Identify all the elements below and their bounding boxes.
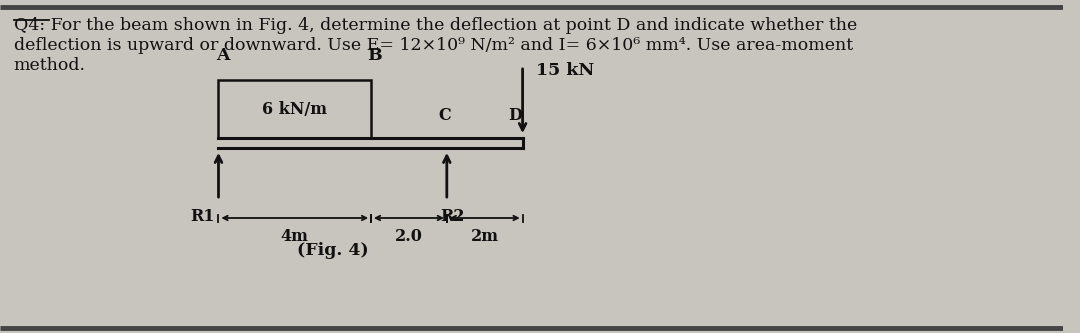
Text: (Fig. 4): (Fig. 4) <box>297 242 368 259</box>
Text: R1: R1 <box>190 208 215 225</box>
Text: 6 kN/m: 6 kN/m <box>262 101 327 118</box>
Text: C: C <box>438 107 451 124</box>
Text: 2.0: 2.0 <box>395 228 423 245</box>
Text: deflection is upward or downward. Use E= 12×10⁹ N/m² and I= 6×10⁶ mm⁴. Use area-: deflection is upward or downward. Use E=… <box>14 37 853 54</box>
Text: 15 kN: 15 kN <box>537 62 595 79</box>
Text: B: B <box>367 47 382 64</box>
Text: method.: method. <box>14 57 85 74</box>
Text: D: D <box>508 107 522 124</box>
Text: 4m: 4m <box>281 228 309 245</box>
Text: A: A <box>216 47 229 64</box>
Bar <box>218 80 372 138</box>
Text: 2m: 2m <box>471 228 499 245</box>
Text: R2: R2 <box>441 208 465 225</box>
Text: Q4: For the beam shown in Fig. 4, determine the deflection at point D and indica: Q4: For the beam shown in Fig. 4, determ… <box>14 17 858 34</box>
